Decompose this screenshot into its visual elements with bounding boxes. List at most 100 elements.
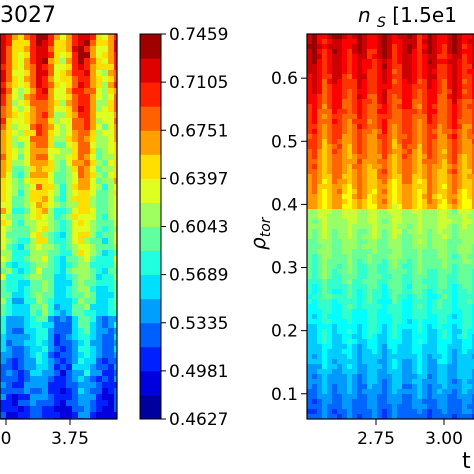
heatmap-cell	[42, 46, 49, 53]
heatmap-cell	[372, 264, 378, 270]
heatmap-cell	[90, 172, 97, 179]
heatmap-cell	[342, 319, 348, 325]
heatmap-cell	[367, 219, 373, 225]
heatmap-cell	[447, 299, 453, 305]
heatmap-cell	[467, 104, 473, 110]
heatmap-cell	[337, 359, 343, 365]
heatmap-cell	[84, 250, 91, 257]
heatmap-cell	[108, 268, 115, 275]
heatmap-cell	[452, 279, 458, 285]
heatmap-cell	[78, 388, 85, 395]
heatmap-cell	[6, 232, 13, 239]
heatmap-cell	[36, 124, 43, 131]
heatmap-cell	[372, 149, 378, 155]
heatmap-cell	[347, 124, 353, 130]
heatmap-cell	[377, 189, 383, 195]
heatmap-cell	[42, 172, 49, 179]
heatmap-cell	[347, 109, 353, 115]
heatmap-cell	[447, 409, 453, 415]
heatmap-cell	[442, 269, 448, 275]
heatmap-cell	[30, 292, 37, 299]
heatmap-cell	[447, 374, 453, 380]
heatmap-cell	[422, 119, 428, 125]
heatmap-cell	[427, 329, 433, 335]
heatmap-cell	[382, 114, 388, 120]
heatmap-cell	[372, 254, 378, 260]
heatmap-cell	[417, 209, 423, 215]
heatmap-cell	[322, 364, 328, 370]
heatmap-cell	[90, 256, 97, 263]
heatmap-cell	[437, 209, 443, 215]
heatmap-cell	[6, 112, 13, 119]
heatmap-cell	[60, 352, 67, 359]
heatmap-cell	[452, 94, 458, 100]
heatmap-cell	[12, 304, 19, 311]
heatmap-cell	[417, 59, 423, 65]
heatmap-cell	[108, 316, 115, 323]
heatmap-cell	[387, 39, 393, 45]
heatmap-cell	[72, 394, 79, 401]
heatmap-cell	[66, 172, 73, 179]
colorbar-segment	[140, 346, 161, 372]
heatmap-cell	[327, 94, 333, 100]
heatmap-cell	[432, 44, 438, 50]
heatmap-cell	[397, 354, 403, 360]
heatmap-cell	[90, 166, 97, 173]
heatmap-cell	[422, 234, 428, 240]
heatmap-cell	[377, 254, 383, 260]
heatmap-cell	[114, 412, 117, 419]
heatmap-cell	[447, 164, 453, 170]
heatmap-cell	[472, 194, 474, 200]
heatmap-cell	[422, 154, 428, 160]
heatmap-cell	[312, 179, 318, 185]
heatmap-cell	[447, 369, 453, 375]
heatmap-cell	[402, 279, 408, 285]
heatmap-cell	[337, 94, 343, 100]
heatmap-cell	[367, 54, 373, 60]
heatmap-cell	[6, 238, 13, 245]
heatmap-cell	[427, 189, 433, 195]
heatmap-cell	[367, 84, 373, 90]
heatmap-cell	[367, 289, 373, 295]
heatmap-cell	[407, 384, 413, 390]
heatmap-cell	[472, 324, 474, 330]
heatmap-cell	[362, 159, 368, 165]
heatmap-cell	[367, 354, 373, 360]
heatmap-cell	[108, 172, 115, 179]
heatmap-cell	[0, 238, 7, 245]
heatmap-cell	[382, 414, 388, 419]
heatmap-cell	[437, 409, 443, 415]
heatmap-cell	[357, 309, 363, 315]
heatmap-cell	[54, 400, 61, 407]
heatmap-cell	[367, 359, 373, 365]
heatmap-cell	[407, 379, 413, 385]
heatmap-cell	[60, 370, 67, 377]
heatmap-cell	[427, 219, 433, 225]
heatmap-cell	[457, 359, 463, 365]
heatmap-cell	[442, 409, 448, 415]
heatmap-cell	[362, 44, 368, 50]
heatmap-cell	[114, 334, 117, 341]
heatmap-cell	[397, 49, 403, 55]
heatmap-cell	[417, 199, 423, 205]
heatmap-cell	[397, 279, 403, 285]
heatmap-cell	[78, 172, 85, 179]
heatmap-cell	[432, 239, 438, 245]
heatmap-cell	[357, 394, 363, 400]
heatmap-cell	[397, 239, 403, 245]
heatmap-cell	[30, 106, 37, 113]
heatmap-cell	[90, 148, 97, 155]
heatmap-cell	[48, 40, 55, 47]
heatmap-cell	[0, 214, 7, 221]
heatmap-cell	[402, 389, 408, 395]
heatmap-cell	[372, 289, 378, 295]
heatmap-cell	[84, 112, 91, 119]
heatmap-cell	[18, 172, 25, 179]
heatmap-cell	[447, 304, 453, 310]
heatmap-cell	[114, 190, 117, 197]
heatmap-cell	[30, 184, 37, 191]
heatmap-cell	[18, 118, 25, 125]
heatmap-cell	[66, 34, 73, 41]
heatmap-cell	[317, 69, 323, 75]
heatmap-cell	[452, 49, 458, 55]
